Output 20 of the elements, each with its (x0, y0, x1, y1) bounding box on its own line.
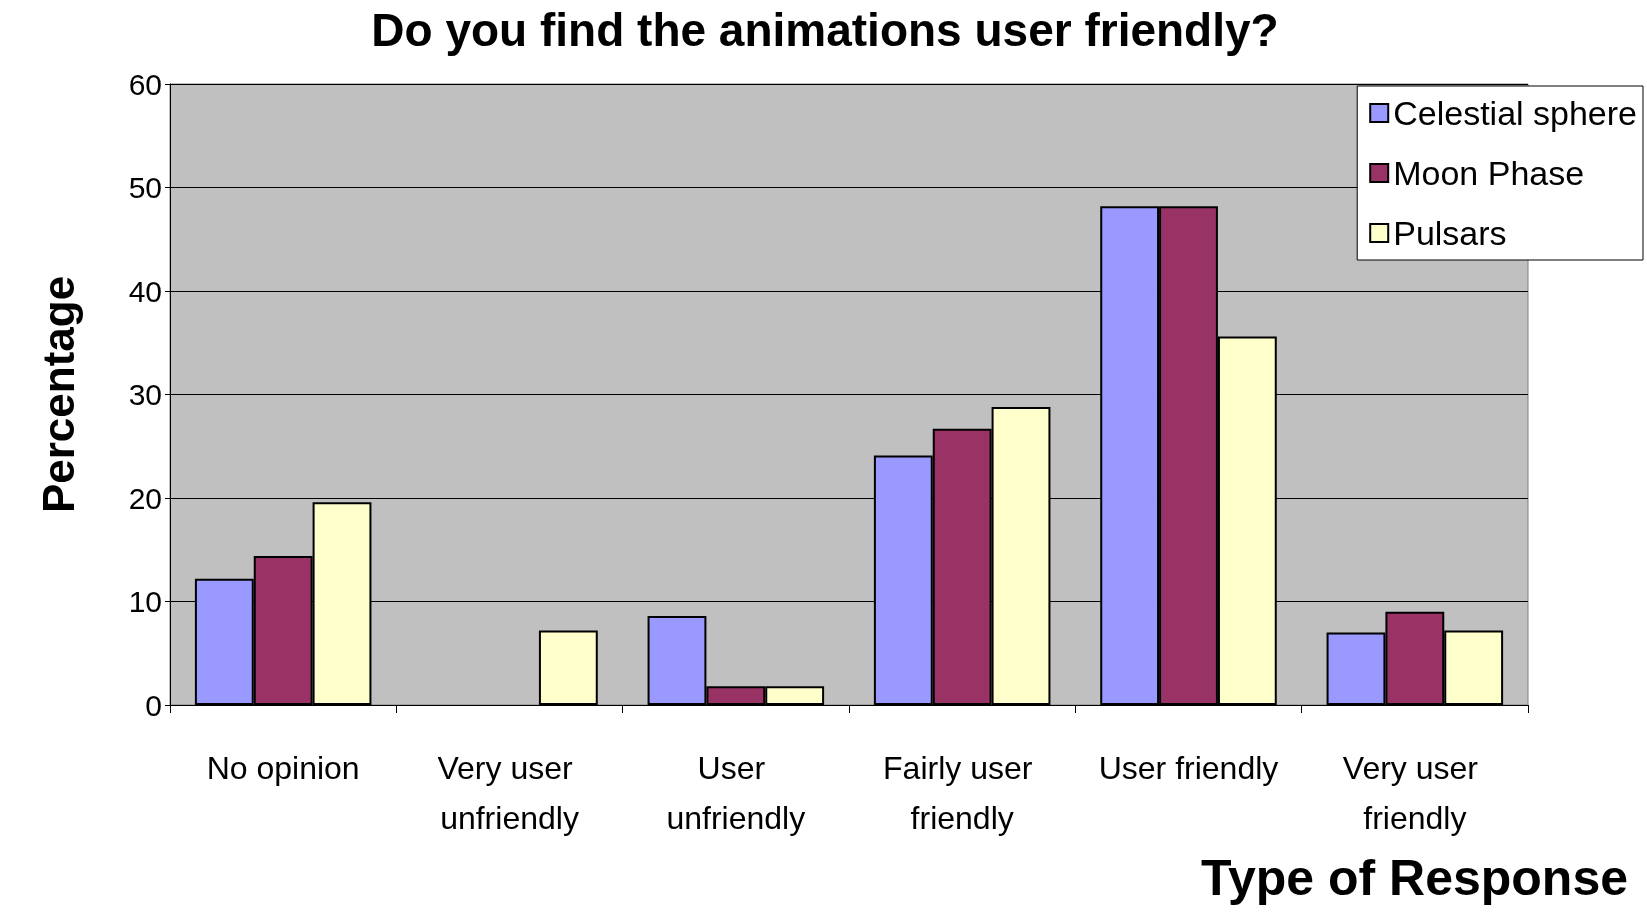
x-tick-label: No opinion (206, 750, 360, 786)
x-tick-label: Very user unfriendly (437, 750, 582, 836)
chart-title: Do you find the animations user friendly? (371, 4, 1279, 56)
legend-label: Moon Phase (1393, 154, 1585, 192)
x-tick-label: User friendly (1098, 750, 1279, 786)
legend-label: Pulsars (1393, 214, 1507, 252)
y-tick-label: 10 (128, 585, 162, 618)
legend-label: Celestial sphere (1393, 94, 1637, 132)
y-axis-title: Percentage (33, 275, 83, 514)
y-tick-label: 50 (128, 171, 162, 204)
y-tick-label: 40 (128, 274, 162, 308)
y-tick-label: 0 (145, 688, 162, 722)
y-tick-label: 30 (128, 378, 162, 411)
y-tick-label: 60 (128, 67, 162, 101)
bar (538, 630, 598, 705)
x-tick-label: User unfriendly (666, 750, 806, 836)
x-tick-label: Very user friendly (1342, 750, 1487, 836)
x-tick-label: Fairly user friendly (883, 750, 1042, 836)
x-axis-title: Type of Response (1201, 850, 1628, 906)
y-tick-label: 20 (128, 481, 162, 515)
